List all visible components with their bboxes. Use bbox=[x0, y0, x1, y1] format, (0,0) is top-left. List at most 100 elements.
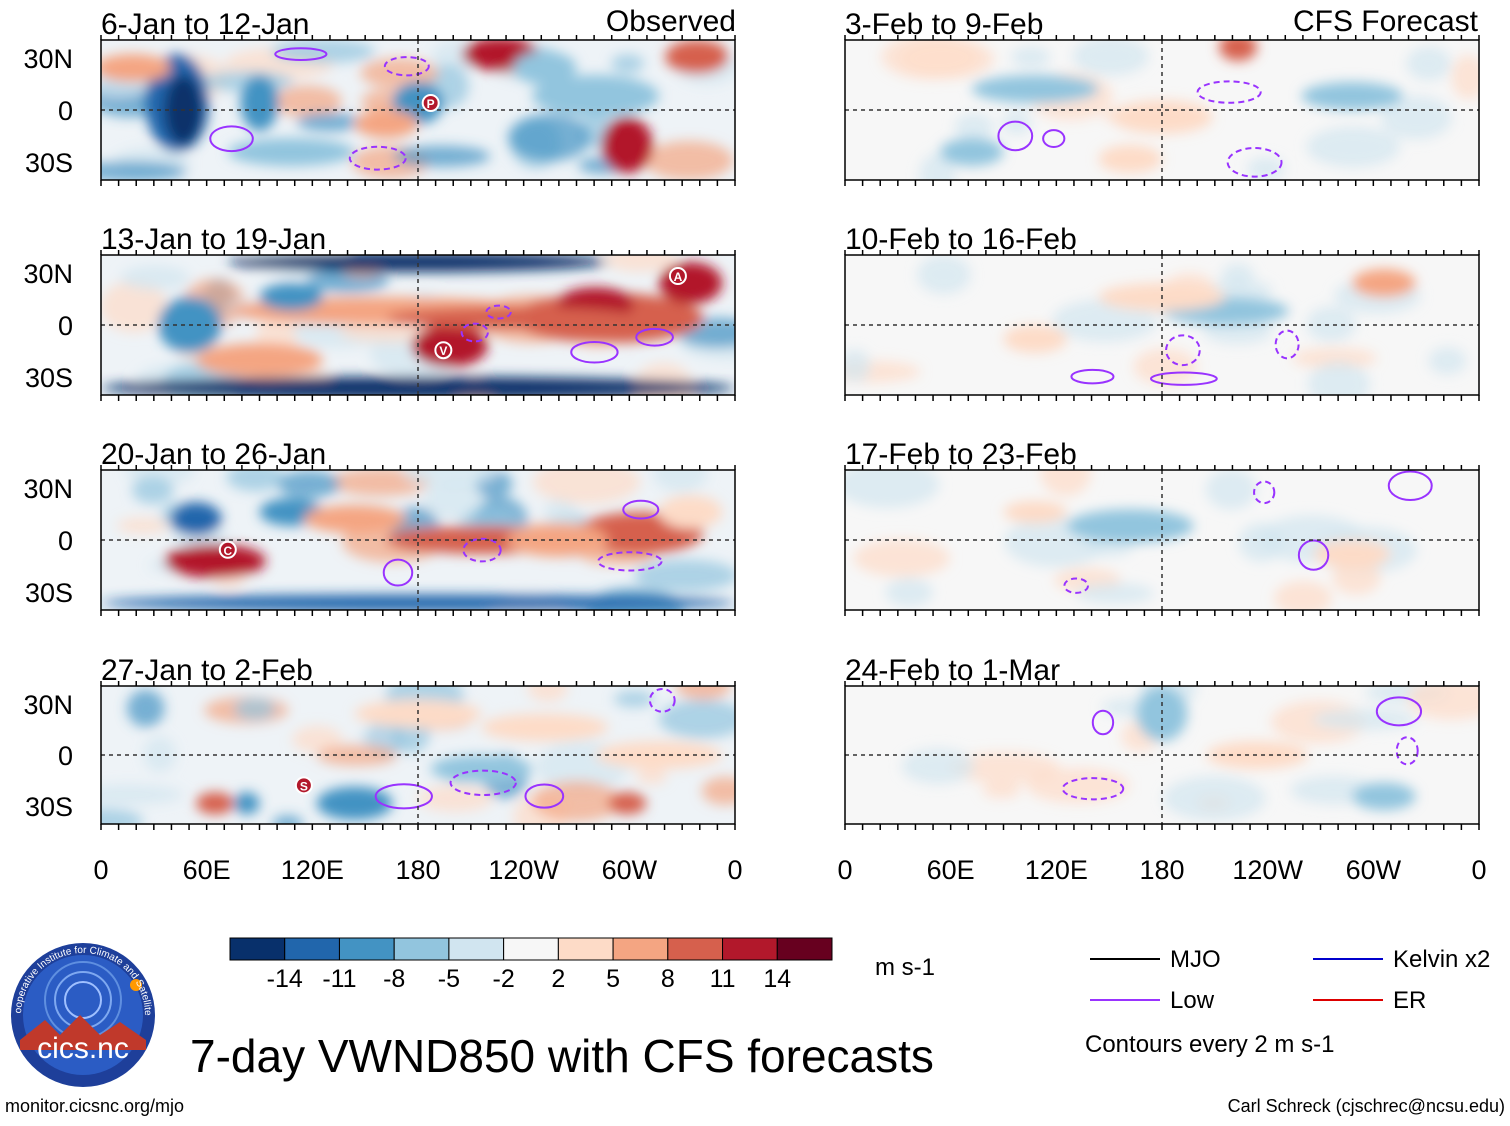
wind-anomaly bbox=[658, 495, 723, 529]
x-tick-label: 60E bbox=[183, 855, 231, 885]
panel-period-label: 20-Jan to 26-Jan bbox=[101, 438, 326, 471]
wind-anomaly bbox=[481, 713, 609, 742]
wind-anomaly bbox=[1307, 361, 1371, 395]
wind-anomaly bbox=[1001, 110, 1032, 135]
x-tick-label: 0 bbox=[727, 855, 742, 885]
low-contour bbox=[524, 783, 565, 809]
x-tick-label: 60E bbox=[927, 855, 975, 885]
wind-anomaly bbox=[917, 255, 971, 295]
wind-anomaly bbox=[611, 54, 645, 74]
wind-anomaly bbox=[360, 57, 439, 89]
x-tick-label: 120E bbox=[281, 855, 344, 885]
footer-url[interactable]: monitor.cicsnc.org/mjo bbox=[5, 1096, 184, 1116]
x-tick-label: 120W bbox=[488, 855, 559, 885]
wind-anomaly bbox=[272, 815, 304, 824]
low-contour bbox=[383, 56, 430, 77]
low-contour bbox=[374, 783, 433, 810]
wind-anomaly bbox=[386, 306, 640, 330]
wind-anomaly bbox=[845, 349, 871, 383]
wind-anomaly bbox=[101, 594, 735, 610]
wave-marker bbox=[294, 776, 313, 795]
wind-anomaly bbox=[116, 517, 170, 534]
wind-anomaly bbox=[1306, 306, 1356, 342]
wind-anomaly bbox=[170, 502, 222, 536]
wind-anomaly bbox=[532, 75, 659, 117]
x-tick-label: 60W bbox=[1346, 855, 1402, 885]
wave-marker bbox=[668, 267, 687, 285]
map-panel: 27-Jan to 2-Feb 30N 0 30S S bbox=[23, 654, 736, 830]
wind-anomaly bbox=[1406, 46, 1452, 81]
wind-anomaly bbox=[316, 786, 393, 820]
wind-anomaly bbox=[292, 725, 343, 754]
y-tick-label: 30N bbox=[23, 474, 73, 504]
low-contour bbox=[1070, 368, 1115, 385]
wind-anomaly bbox=[402, 470, 496, 489]
panel-period-label: 27-Jan to 2-Feb bbox=[101, 654, 313, 687]
wind-anomaly bbox=[595, 741, 723, 769]
wind-anomaly bbox=[277, 470, 341, 498]
colorbar-tick-label: -2 bbox=[493, 965, 515, 993]
wind-anomaly bbox=[259, 283, 323, 311]
wind-anomaly bbox=[1219, 40, 1258, 61]
low-contour bbox=[1375, 696, 1423, 727]
wind-anomaly bbox=[531, 780, 622, 822]
x-tick-label: 180 bbox=[1139, 855, 1184, 885]
wind-anomaly bbox=[120, 265, 190, 291]
wind-anomaly bbox=[1003, 500, 1067, 524]
low-contour bbox=[1387, 470, 1433, 502]
wind-anomaly bbox=[164, 544, 266, 578]
wind-anomaly bbox=[1003, 325, 1067, 353]
wave-marker-label: C bbox=[223, 544, 232, 558]
footer-credit: Carl Schreck (cjschrec@ncsu.edu) bbox=[1228, 1096, 1505, 1116]
x-tick-label: 180 bbox=[395, 855, 440, 885]
y-tick-label: 30N bbox=[23, 259, 73, 289]
low-contour bbox=[1196, 80, 1262, 104]
wind-anomaly bbox=[234, 792, 260, 815]
wind-anomaly bbox=[392, 145, 491, 167]
wave-marker-label: V bbox=[439, 344, 447, 358]
wind-anomaly bbox=[1205, 470, 1257, 510]
wind-anomaly bbox=[126, 689, 165, 727]
wind-anomaly bbox=[233, 697, 276, 720]
wind-anomaly bbox=[885, 578, 934, 607]
y-tick-label: 0 bbox=[58, 741, 73, 771]
colorbar-tick-label: -8 bbox=[383, 965, 405, 993]
wind-anomaly bbox=[101, 280, 168, 333]
low-contour bbox=[274, 47, 328, 61]
low-contour bbox=[485, 304, 512, 320]
low-contour bbox=[1226, 147, 1283, 178]
wind-anomaly bbox=[1011, 46, 1051, 69]
legend-label: Kelvin x2 bbox=[1393, 946, 1490, 973]
observed-label: Observed bbox=[606, 5, 736, 38]
legend: MJO Kelvin x2 Low ER bbox=[1090, 946, 1490, 1014]
colorbar-swatch bbox=[722, 937, 778, 961]
wind-anomaly bbox=[1380, 95, 1452, 140]
wind-anomaly bbox=[417, 785, 493, 812]
y-tick-label: 0 bbox=[58, 526, 73, 556]
x-tick-label: 120W bbox=[1232, 855, 1303, 885]
colorbar-tick-label: 5 bbox=[606, 965, 620, 993]
wind-anomaly bbox=[1291, 347, 1378, 369]
wind-anomaly bbox=[131, 476, 174, 505]
panel-period-label: 17-Feb to 23-Feb bbox=[845, 438, 1077, 471]
colorbar-tick-label: -5 bbox=[438, 965, 460, 993]
wind-anomaly bbox=[898, 40, 995, 79]
colorbar-tick-label: 11 bbox=[710, 965, 736, 993]
wind-anomaly bbox=[1301, 82, 1403, 110]
wave-marker-label: P bbox=[427, 97, 435, 111]
wind-anomaly bbox=[1040, 470, 1092, 497]
wind-anomaly bbox=[1407, 686, 1479, 720]
wind-anomaly bbox=[354, 110, 418, 138]
wind-anomaly bbox=[226, 470, 285, 492]
wind-anomaly bbox=[633, 559, 735, 592]
wind-anomaly bbox=[1066, 509, 1194, 543]
low-contour bbox=[635, 327, 674, 347]
x-tick-label: 0 bbox=[1471, 855, 1486, 885]
wind-anomaly bbox=[1451, 54, 1479, 100]
colorbar-swatch bbox=[393, 937, 450, 961]
wind-anomaly bbox=[1026, 767, 1130, 804]
map-panel: 17-Feb to 23-Feb bbox=[844, 438, 1480, 616]
wind-anomaly bbox=[601, 117, 653, 173]
wind-anomaly bbox=[316, 744, 398, 766]
